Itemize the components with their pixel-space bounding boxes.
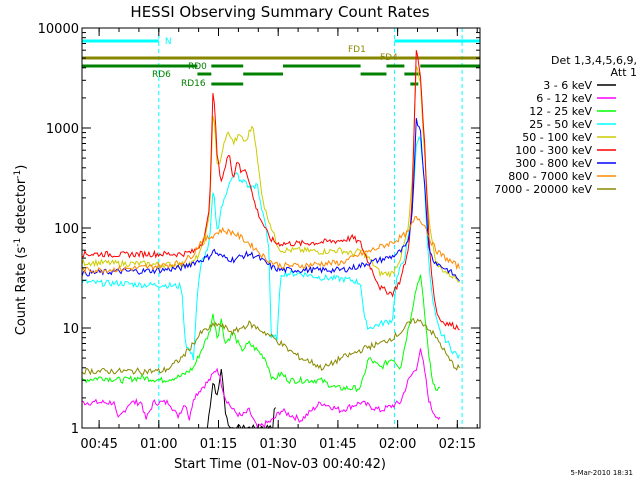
x-tick-label: 02:00 [379, 437, 416, 452]
x-tick-label: 01:00 [140, 437, 177, 452]
series-line [81, 274, 441, 393]
legend-entry-label: 300 - 800 keV [515, 157, 592, 170]
x-tick-label: 01:30 [259, 437, 296, 452]
night-label: N [165, 37, 172, 47]
legend-entry-label: 12 - 25 keV [529, 105, 592, 118]
fd1-label: FD1 [348, 45, 366, 55]
y-tick-label: 10000 [38, 22, 79, 37]
x-tick-label: 01:15 [200, 437, 237, 452]
series-line [81, 118, 460, 282]
series-line [81, 50, 460, 331]
x-tick-label: 00:45 [80, 437, 117, 452]
legend-entry-label: 800 - 7000 keV [508, 170, 592, 183]
rd-label: RD6 [152, 70, 171, 80]
x-axis-label: Start Time (01-Nov-03 00:40:42) [174, 457, 386, 472]
fd4-label: FD4 [380, 53, 398, 63]
series-line [81, 135, 460, 361]
series-layer [81, 50, 460, 430]
series-line [81, 318, 460, 376]
x-tick-label: 01:45 [319, 437, 356, 452]
footer-date: 5-Mar-2010 18:31 [571, 469, 633, 477]
series-line [206, 369, 276, 430]
rd-label: RD0 [188, 62, 207, 72]
legend-entry-label: 3 - 6 keV [543, 79, 592, 92]
series-line [81, 66, 460, 283]
legend-header-line1: Det 1,3,4,5,6,9, [551, 54, 637, 67]
legend-header-line2: Att 1 [611, 66, 637, 79]
y-tick-label: 1000 [46, 122, 79, 137]
x-tick-label: 02:15 [439, 437, 476, 452]
y-axis-label: Count Rate (s-1 detector-1) [13, 165, 29, 336]
y-tick-label: 1 [71, 422, 79, 437]
legend-entry-label: 50 - 100 keV [522, 131, 592, 144]
annotations-layer: N FD1 FD4 RD0 RD6 RD16 [82, 28, 480, 428]
series-line [81, 348, 441, 429]
series-line [81, 215, 460, 275]
legend-entry-label: 6 - 12 keV [536, 92, 592, 105]
legend-entry-label: 100 - 300 keV [515, 144, 592, 157]
legend-entry-label: 7000 - 20000 keV [494, 183, 592, 196]
y-tick-label: 100 [54, 222, 79, 237]
legend-entry-label: 25 - 50 keV [529, 118, 592, 131]
y-tick-label: 10 [62, 322, 79, 337]
chart-title: HESSI Observing Summary Count Rates [130, 3, 429, 21]
axes-layer: 1 10 100 1000 10000 00:45 01:00 01:15 01:30 01:45… [38, 22, 481, 452]
rd-label: RD16 [181, 79, 206, 89]
